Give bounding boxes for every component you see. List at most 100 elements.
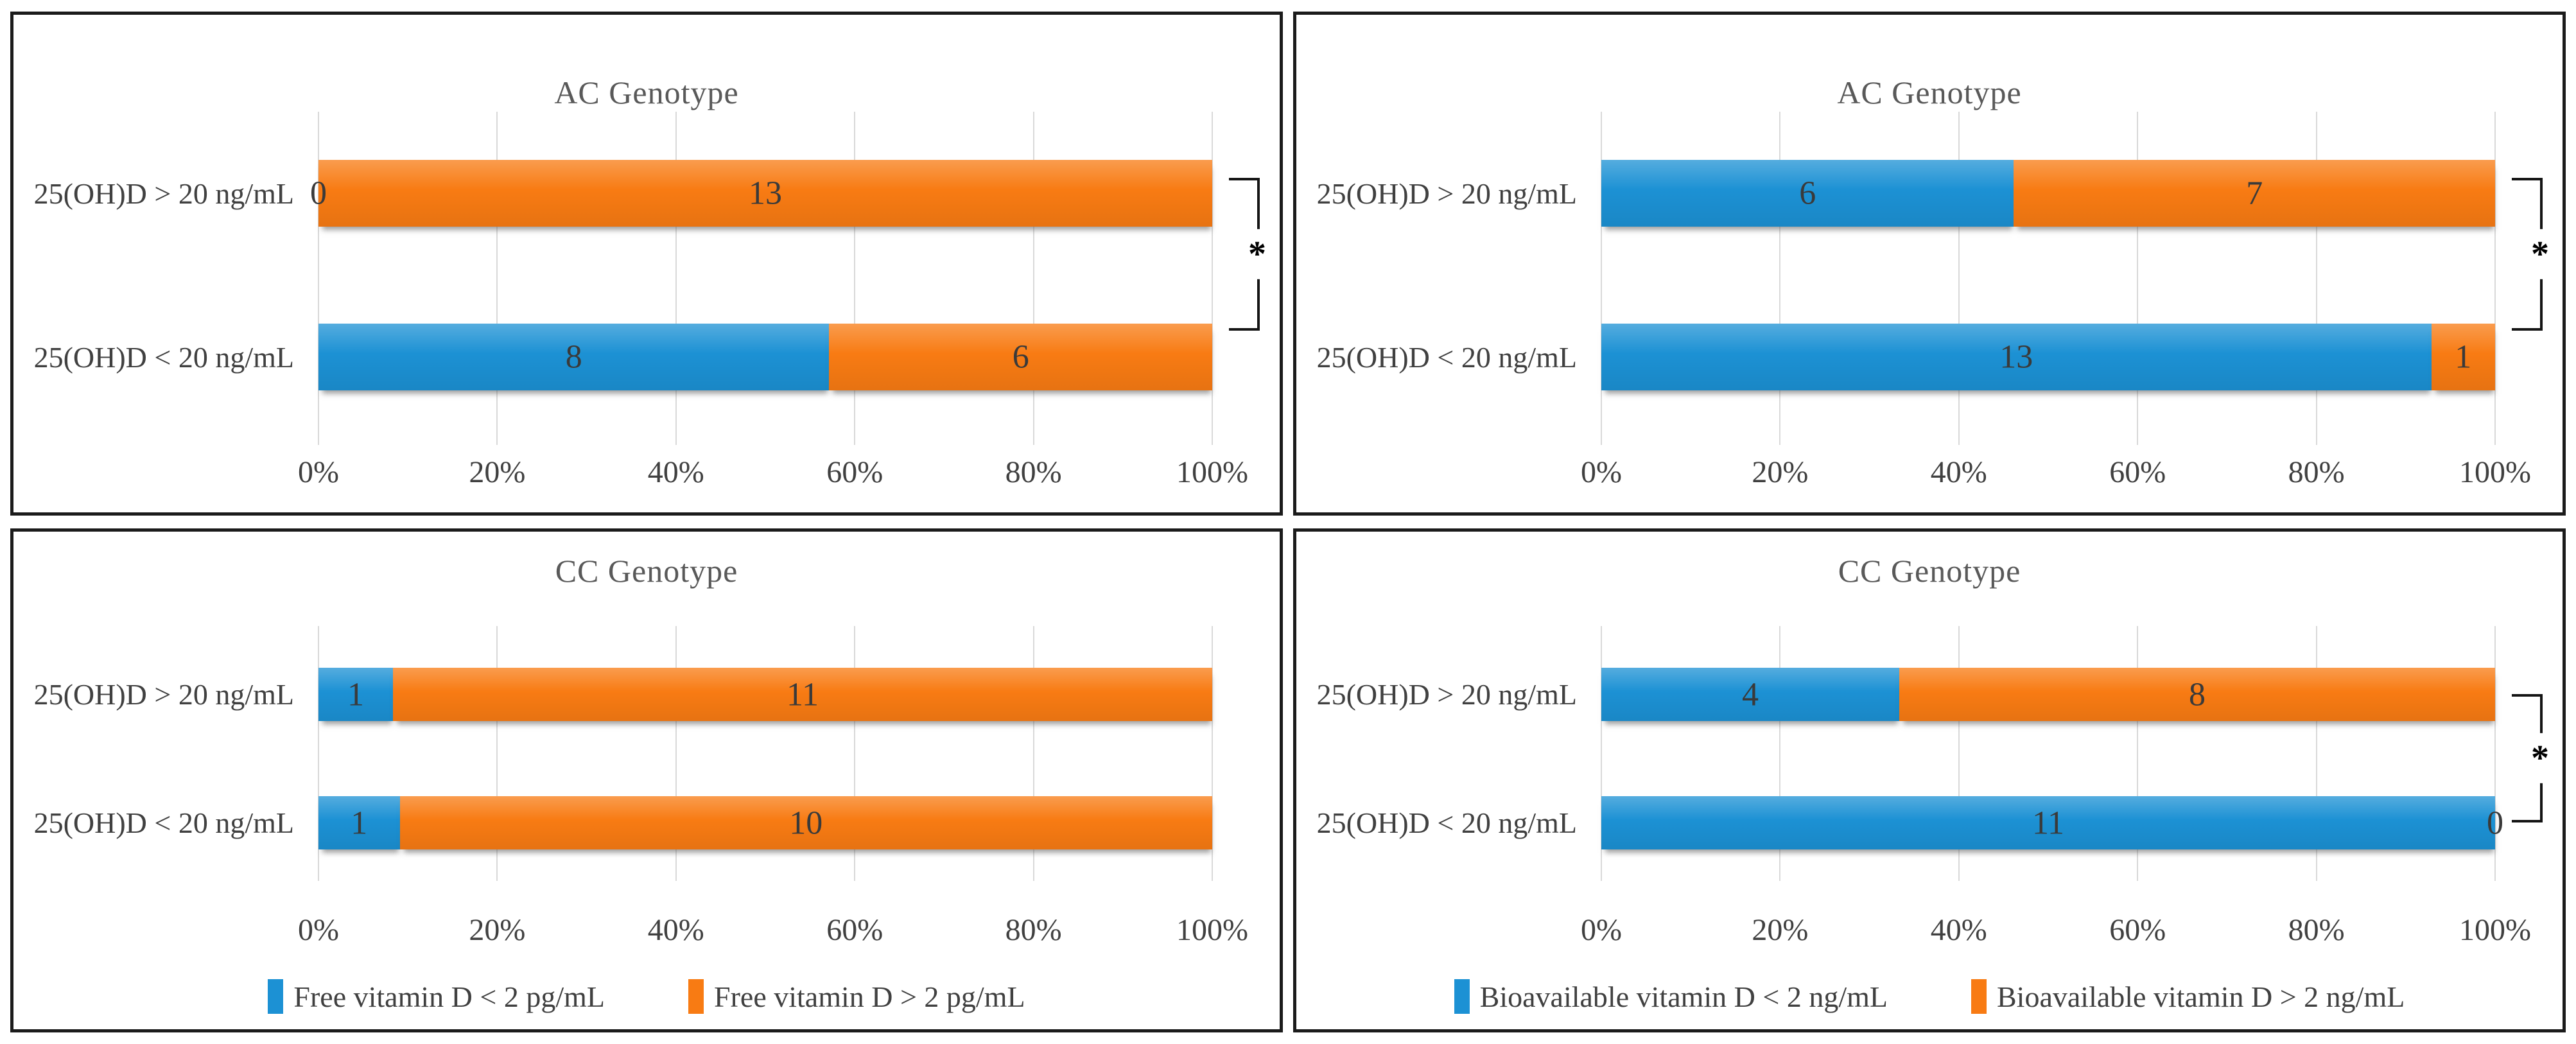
bar-segment-orange: 1	[2431, 324, 2495, 390]
value-label: 6	[1799, 175, 1816, 212]
x-tick: 100%	[1176, 455, 1248, 489]
value-label: 8	[2189, 676, 2206, 713]
gridline	[1032, 112, 1034, 445]
bar-segment-blue: 4	[1601, 668, 1899, 721]
x-tick: 0%	[298, 455, 339, 489]
x-tick: 80%	[1005, 913, 1062, 947]
gridline	[1958, 112, 1960, 445]
bar-segment-blue: 1	[318, 668, 393, 721]
gridline	[496, 626, 498, 881]
significance-asterisk: *	[2527, 733, 2553, 784]
bar-row: 8 6	[318, 324, 1212, 390]
gridline	[675, 112, 677, 445]
plot-area: 25(OH)D > 20 ng/mL 25(OH)D < 20 ng/mL 4 …	[1317, 626, 2553, 881]
bar-segment-blue: 13	[1601, 324, 2432, 390]
bar-segment-orange: 8	[1899, 668, 2495, 721]
gridline	[2494, 626, 2496, 881]
x-tick: 40%	[647, 913, 704, 947]
bar-segment-orange: 7	[2014, 160, 2495, 227]
x-tick: 0%	[1581, 455, 1622, 489]
x-tick: 100%	[2459, 455, 2531, 489]
value-label: 7	[2246, 175, 2263, 212]
gridline	[2315, 112, 2317, 445]
bar-segment-blue: 6	[1601, 160, 2014, 227]
x-tick: 60%	[826, 455, 883, 489]
legend-item: Bioavailable vitamin D > 2 ng/mL	[1971, 979, 2405, 1014]
value-label: 13	[749, 175, 782, 212]
legend-label: Free vitamin D < 2 pg/mL	[293, 980, 605, 1013]
value-label: 8	[565, 338, 582, 376]
gridline	[1212, 626, 1213, 881]
bar-segment-orange: 11	[393, 668, 1212, 721]
value-label: 0	[310, 175, 327, 212]
panel-ac-genotype-bioavailable-vitd: AC Genotype 25(OH)D > 20 ng/mL 25(OH)D <…	[1293, 12, 2566, 516]
x-tick: 40%	[1930, 913, 1987, 947]
bar-segment-orange: 13	[318, 160, 1212, 227]
category-label: 25(OH)D > 20 ng/mL	[1316, 678, 1577, 711]
x-tick: 20%	[1752, 913, 1809, 947]
bar-row: 6 7	[1601, 160, 2495, 227]
gridline	[1779, 626, 1781, 881]
x-tick: 0%	[298, 913, 339, 947]
legend-item: Free vitamin D < 2 pg/mL	[268, 979, 605, 1014]
bar-segment-blue: 1	[318, 796, 400, 849]
bar-row: 11 0	[1601, 796, 2503, 849]
x-tick: 80%	[2288, 913, 2345, 947]
category-label: 25(OH)D < 20 ng/mL	[1316, 340, 1577, 374]
legend-swatch-blue	[1454, 979, 1470, 1014]
x-tick: 20%	[1752, 455, 1809, 489]
category-label: 25(OH)D < 20 ng/mL	[1316, 806, 1577, 839]
plot-area: 25(OH)D > 20 ng/mL 25(OH)D < 20 ng/mL 1 …	[34, 626, 1213, 881]
gridline	[1958, 626, 1960, 881]
x-tick: 80%	[2288, 455, 2345, 489]
chart-title: CC Genotype	[555, 553, 738, 589]
value-label: 10	[789, 805, 823, 841]
x-tick: 40%	[1930, 455, 1987, 489]
x-tick: 20%	[469, 455, 526, 489]
gridline	[1032, 626, 1034, 881]
gridline	[1601, 626, 1602, 881]
bar-segment-orange: 10	[399, 796, 1212, 849]
bar-row: 1 10	[318, 796, 1212, 849]
gridline	[1212, 112, 1213, 445]
gridline	[318, 112, 319, 445]
value-label: 6	[1012, 338, 1029, 376]
chart-title: AC Genotype	[554, 74, 739, 110]
gridline	[2315, 626, 2317, 881]
category-label: 25(OH)D > 20 ng/mL	[33, 678, 294, 711]
x-axis: 0% 20% 40% 60% 80% 100%	[298, 912, 1248, 952]
legend-swatch-orange	[1971, 979, 1987, 1014]
panel-cc-genotype-bioavailable-vitd: CC Genotype 25(OH)D > 20 ng/mL 25(OH)D <…	[1293, 528, 2566, 1032]
chart-title: CC Genotype	[1838, 553, 2021, 589]
legend: Free vitamin D < 2 pg/mL Free vitamin D …	[13, 979, 1280, 1014]
x-tick: 60%	[2109, 913, 2166, 947]
category-label: 25(OH)D > 20 ng/mL	[1316, 177, 1577, 210]
legend-label: Bioavailable vitamin D < 2 ng/mL	[1479, 980, 1888, 1013]
gridline	[2137, 112, 2139, 445]
legend: Bioavailable vitamin D < 2 ng/mL Bioavai…	[1296, 979, 2563, 1014]
x-axis: 0% 20% 40% 60% 80% 100%	[1581, 455, 2531, 494]
value-label: 1	[347, 676, 364, 713]
x-tick: 60%	[826, 913, 883, 947]
legend-item: Bioavailable vitamin D < 2 ng/mL	[1454, 979, 1888, 1014]
legend-label: Bioavailable vitamin D > 2 ng/mL	[1997, 980, 2405, 1013]
gridline	[2137, 626, 2139, 881]
x-tick: 80%	[1005, 455, 1062, 489]
legend-swatch-blue	[268, 979, 284, 1014]
x-tick: 100%	[2459, 913, 2531, 947]
bar-segment-orange: 6	[829, 324, 1212, 390]
significance-bracket: *	[2512, 178, 2553, 331]
category-label: 25(OH)D > 20 ng/mL	[33, 177, 294, 210]
category-label: 25(OH)D < 20 ng/mL	[33, 340, 294, 374]
panel-ac-genotype-free-vitd: AC Genotype 25(OH)D > 20 ng/mL 25(OH)D <…	[10, 12, 1283, 516]
bar-row: 4 8	[1601, 668, 2495, 721]
x-tick: 40%	[647, 455, 704, 489]
bar-segment-blue: 11	[1601, 796, 2495, 849]
x-axis: 0% 20% 40% 60% 80% 100%	[1581, 912, 2531, 952]
legend-label: Free vitamin D > 2 pg/mL	[714, 980, 1025, 1013]
value-label: 1	[351, 805, 368, 841]
significance-bracket: *	[1229, 178, 1270, 331]
legend-item: Free vitamin D > 2 pg/mL	[688, 979, 1025, 1014]
gridline	[1601, 112, 1602, 445]
